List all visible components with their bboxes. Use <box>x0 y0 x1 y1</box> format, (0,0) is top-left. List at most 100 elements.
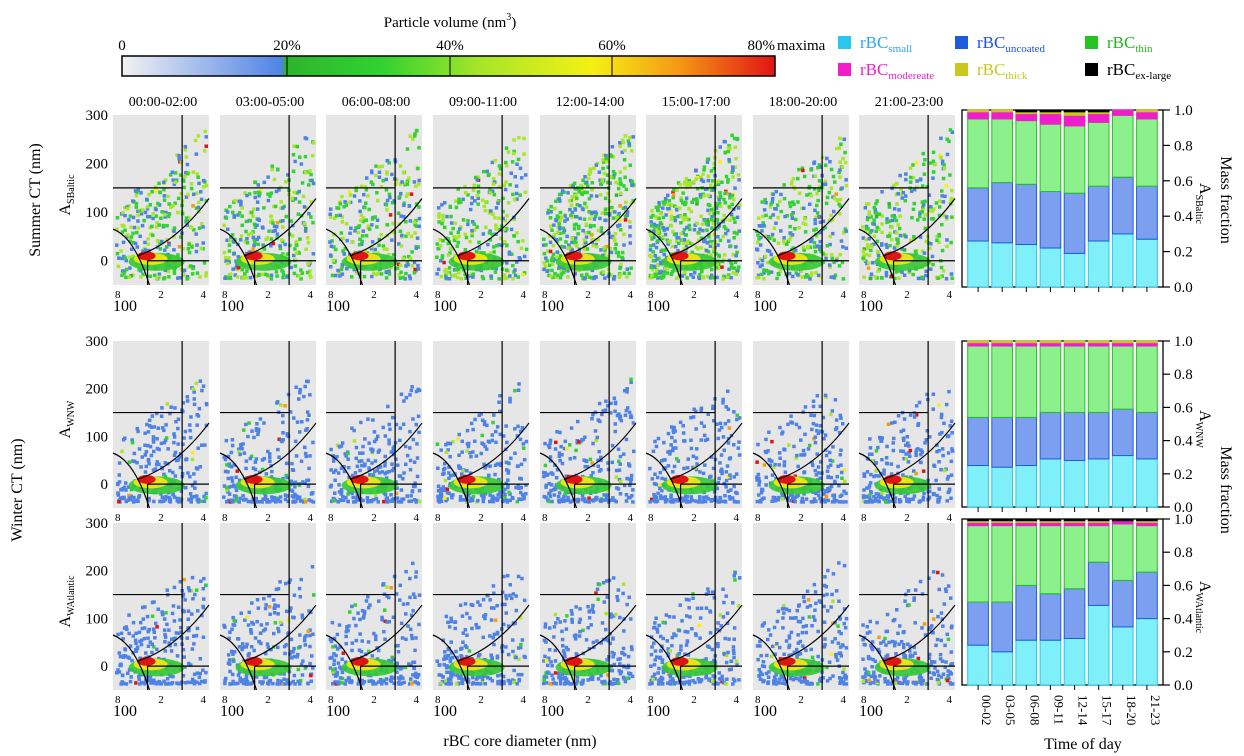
heatmap-cell <box>726 146 731 150</box>
heatmap-cell <box>171 178 175 182</box>
heatmap-cell <box>950 188 954 193</box>
heatmap-cell <box>195 494 199 498</box>
heatmap-cell <box>447 471 451 475</box>
heatmap-cell <box>176 442 180 446</box>
heatmap-cell <box>676 459 681 463</box>
heatmap-cell <box>824 253 828 257</box>
heatmap-cell <box>367 466 371 470</box>
heatmap-cell <box>480 418 485 422</box>
heatmap-cell <box>281 438 285 442</box>
heatmap-cell <box>583 231 587 235</box>
heatmap-cell <box>790 233 795 237</box>
heatmap-cell <box>385 247 389 251</box>
heatmap-cell <box>125 233 130 237</box>
y-tick-label: 300 <box>86 334 109 350</box>
region-boundary-curve-right <box>349 198 423 257</box>
heatmap-cell <box>231 239 236 243</box>
heatmap-cell <box>945 477 950 481</box>
heatmap-cell <box>253 180 258 184</box>
heatmap-cell <box>671 428 675 432</box>
heatmap-cell <box>129 235 134 239</box>
heatmap-cell <box>833 180 837 184</box>
heatmap-cell <box>391 415 395 420</box>
heatmap-cell <box>288 243 292 248</box>
heatmap-cell <box>722 253 727 257</box>
heatmap-cell <box>377 175 382 179</box>
heatmap-cell <box>251 207 256 211</box>
heatmap-cell <box>712 212 716 216</box>
heatmap-cell <box>551 235 556 239</box>
time-window-header: 12:00-14:00 <box>556 95 624 110</box>
heatmap-cell <box>123 206 127 210</box>
heatmap-cell <box>182 179 186 183</box>
heatmap-cell <box>441 213 445 218</box>
heatmap-cell <box>494 266 498 271</box>
heatmap-cell <box>880 230 884 235</box>
heatmap-cell <box>187 215 191 220</box>
heatmap-cell <box>172 268 177 273</box>
heatmap-cell <box>451 274 455 278</box>
heatmap-cell <box>692 228 697 232</box>
heatmap-cell <box>823 225 827 230</box>
heatmap-cell <box>343 452 347 456</box>
heatmap-cell <box>518 429 523 434</box>
heatmap-cell <box>143 470 148 474</box>
x-minor-tick-label: 8 <box>328 512 334 524</box>
heatmap-cell <box>386 404 390 409</box>
x-minor-tick-label: 2 <box>585 289 591 301</box>
heatmap-cell <box>944 402 949 407</box>
time-window-header: 06:00-08:00 <box>342 95 410 110</box>
heatmap-cell <box>580 494 585 498</box>
heatmap-cell <box>609 401 613 406</box>
heatmap-cell <box>176 276 180 280</box>
heatmap-cell <box>492 413 496 417</box>
heatmap-cell <box>670 203 674 208</box>
heatmap-cell <box>491 499 496 504</box>
heatmap-cell <box>542 251 547 256</box>
heatmap-cell <box>573 187 577 191</box>
heatmap-cell <box>603 211 608 216</box>
heatmap-cell <box>782 196 787 201</box>
heatmap-cell <box>941 200 946 204</box>
heatmap-cell <box>631 135 635 139</box>
heatmap-cell <box>196 414 201 418</box>
region-boundary-curve-right <box>882 422 956 480</box>
heatmap-cell <box>732 236 736 240</box>
heatmap-cell <box>756 261 760 265</box>
heatmap-cell <box>230 233 235 237</box>
heatmap-cell <box>905 497 909 501</box>
heatmap-cell <box>202 261 207 265</box>
heatmap-cell <box>652 274 656 279</box>
heatmap-cell <box>727 205 732 209</box>
heatmap-cell <box>298 499 303 503</box>
heatmap-cell <box>520 176 524 180</box>
heatmap-cell <box>438 498 442 502</box>
heatmap-cell <box>476 498 480 503</box>
heatmap-cell <box>652 499 656 503</box>
heatmap-cell <box>681 218 686 222</box>
heatmap-cell <box>612 396 617 400</box>
heatmap-cell <box>701 228 705 233</box>
heatmap-cell <box>151 440 156 444</box>
heatmap-cell <box>867 486 871 490</box>
heatmap-cell <box>504 180 508 184</box>
x-minor-tick-label: 4 <box>413 512 419 524</box>
heatmap-cell <box>648 275 652 280</box>
heatmap-cell <box>407 254 411 259</box>
heatmap-cell <box>709 252 713 257</box>
heatmap-cell <box>244 229 248 234</box>
heatmap-cell <box>411 417 415 421</box>
heatmap-cell <box>811 399 816 403</box>
heatmap-cell <box>817 188 821 192</box>
heatmap-cell <box>482 204 486 209</box>
heatmap-cell <box>562 230 566 235</box>
heatmap-cell <box>583 175 587 179</box>
heatmap-cell <box>889 472 894 476</box>
heatmap-cell <box>557 500 562 504</box>
heatmap-cell <box>251 466 256 470</box>
heatmap-cell <box>131 199 135 203</box>
heatmap-cell <box>498 463 503 468</box>
heatmap-cell <box>664 248 668 252</box>
heatmap-cell <box>558 225 562 230</box>
heatmap-cell <box>267 499 272 504</box>
